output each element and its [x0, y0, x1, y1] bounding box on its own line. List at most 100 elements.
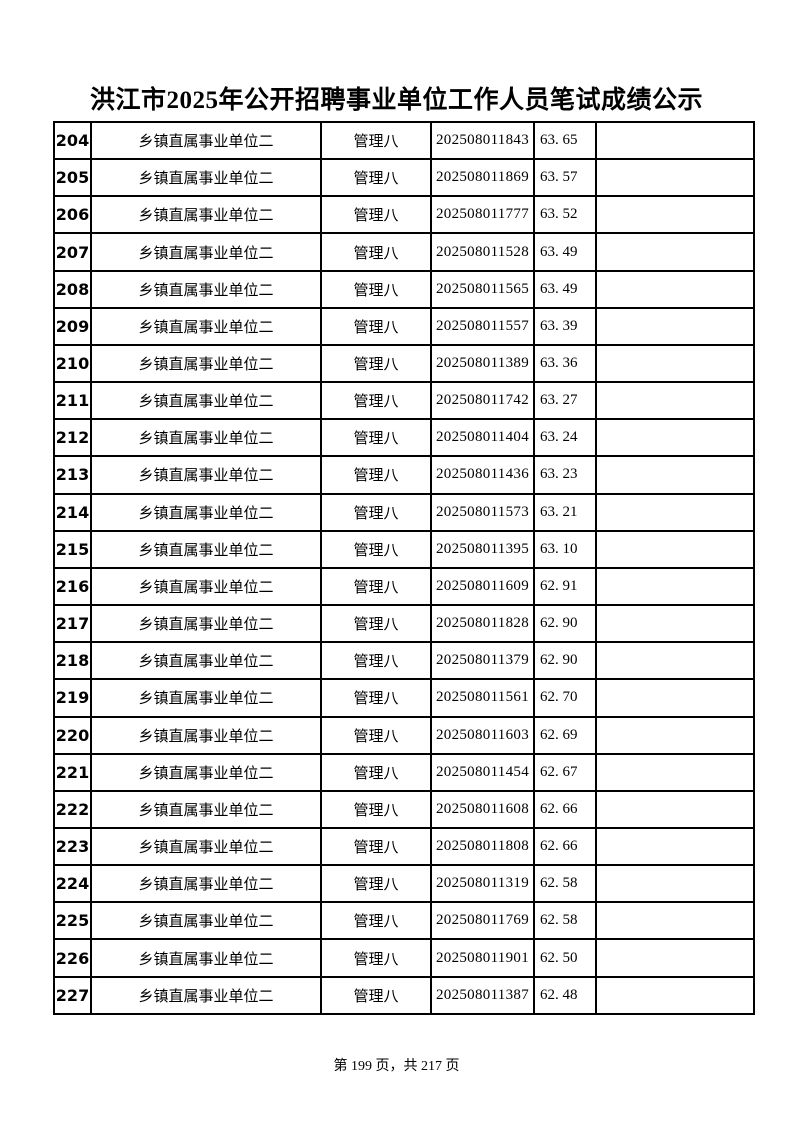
- position-cell: 管理八: [320, 158, 432, 198]
- unit-cell: 乡镇直属事业单位二: [90, 418, 322, 458]
- unit-cell: 乡镇直属事业单位二: [90, 641, 322, 681]
- score-cell: 63. 36: [533, 343, 597, 384]
- row-number-cell: 206: [53, 195, 92, 235]
- candidate-id-cell: 202508011869: [430, 158, 535, 198]
- candidate-id-cell: 202508011742: [430, 381, 535, 421]
- position-cell: 管理八: [320, 641, 432, 681]
- unit-cell: 乡镇直属事业单位二: [90, 901, 322, 941]
- table-row: 206 乡镇直属事业单位二 管理八 202508011777 63. 52: [53, 195, 755, 235]
- unit-cell: 乡镇直属事业单位二: [90, 566, 322, 607]
- table-row: 207 乡镇直属事业单位二 管理八 202508011528 63. 49: [53, 232, 755, 272]
- row-number-cell: 227: [53, 975, 92, 1016]
- row-number-cell: 204: [53, 120, 92, 161]
- score-cell: 62. 58: [533, 901, 597, 941]
- row-number-cell: 216: [53, 566, 92, 607]
- remark-cell: [595, 715, 755, 755]
- position-cell: 管理八: [320, 269, 432, 309]
- row-number-cell: 225: [53, 901, 92, 941]
- table-row: 226 乡镇直属事业单位二 管理八 202508011901 62. 50: [53, 938, 755, 978]
- table-row: 227 乡镇直属事业单位二 管理八 202508011387 62. 48: [53, 975, 755, 1016]
- unit-cell: 乡镇直属事业单位二: [90, 864, 322, 904]
- row-number-cell: 219: [53, 678, 92, 718]
- row-number-cell: 207: [53, 232, 92, 272]
- candidate-id-cell: 202508011389: [430, 343, 535, 384]
- score-cell: 62. 48: [533, 975, 597, 1016]
- unit-cell: 乡镇直属事业单位二: [90, 529, 322, 569]
- candidate-id-cell: 202508011777: [430, 195, 535, 235]
- position-cell: 管理八: [320, 343, 432, 384]
- unit-cell: 乡镇直属事业单位二: [90, 715, 322, 755]
- score-cell: 62. 66: [533, 789, 597, 829]
- unit-cell: 乡镇直属事业单位二: [90, 343, 322, 384]
- remark-cell: [595, 678, 755, 718]
- position-cell: 管理八: [320, 418, 432, 458]
- candidate-id-cell: 202508011603: [430, 715, 535, 755]
- candidate-id-cell: 202508011609: [430, 566, 535, 607]
- position-cell: 管理八: [320, 306, 432, 346]
- remark-cell: [595, 418, 755, 458]
- position-cell: 管理八: [320, 381, 432, 421]
- table-row: 217 乡镇直属事业单位二 管理八 202508011828 62. 90: [53, 604, 755, 644]
- unit-cell: 乡镇直属事业单位二: [90, 158, 322, 198]
- unit-cell: 乡镇直属事业单位二: [90, 195, 322, 235]
- row-number-cell: 224: [53, 864, 92, 904]
- remark-cell: [595, 826, 755, 867]
- table-body: 204 乡镇直属事业单位二 管理八 202508011843 63. 65 20…: [53, 120, 755, 1016]
- score-cell: 62. 91: [533, 566, 597, 607]
- remark-cell: [595, 269, 755, 309]
- table-row: 212 乡镇直属事业单位二 管理八 202508011404 63. 24: [53, 418, 755, 458]
- position-cell: 管理八: [320, 195, 432, 235]
- candidate-id-cell: 202508011557: [430, 306, 535, 346]
- candidate-id-cell: 202508011808: [430, 826, 535, 867]
- page-footer: 第 199 页，共 217 页: [333, 1059, 460, 1074]
- unit-cell: 乡镇直属事业单位二: [90, 826, 322, 867]
- candidate-id-cell: 202508011608: [430, 789, 535, 829]
- row-number-cell: 213: [53, 455, 92, 495]
- score-cell: 63. 65: [533, 120, 597, 161]
- scores-table: 204 乡镇直属事业单位二 管理八 202508011843 63. 65 20…: [53, 120, 755, 1016]
- row-number-cell: 226: [53, 938, 92, 978]
- page-title: 洪江市2025年公开招聘事业单位工作人员笔试成绩公示: [89, 87, 703, 114]
- score-cell: 62. 90: [533, 641, 597, 681]
- remark-cell: [595, 343, 755, 384]
- table-row: 204 乡镇直属事业单位二 管理八 202508011843 63. 65: [53, 120, 755, 161]
- remark-cell: [595, 864, 755, 904]
- remark-cell: [595, 789, 755, 829]
- row-number-cell: 220: [53, 715, 92, 755]
- row-number-cell: 218: [53, 641, 92, 681]
- candidate-id-cell: 202508011387: [430, 975, 535, 1016]
- score-cell: 62. 58: [533, 864, 597, 904]
- position-cell: 管理八: [320, 604, 432, 644]
- score-cell: 63. 49: [533, 232, 597, 272]
- score-cell: 62. 66: [533, 826, 597, 867]
- position-cell: 管理八: [320, 529, 432, 569]
- unit-cell: 乡镇直属事业单位二: [90, 232, 322, 272]
- remark-cell: [595, 381, 755, 421]
- position-cell: 管理八: [320, 938, 432, 978]
- position-cell: 管理八: [320, 752, 432, 792]
- unit-cell: 乡镇直属事业单位二: [90, 938, 322, 978]
- table-row: 216 乡镇直属事业单位二 管理八 202508011609 62. 91: [53, 566, 755, 607]
- candidate-id-cell: 202508011395: [430, 529, 535, 569]
- score-cell: 63. 23: [533, 455, 597, 495]
- table-row: 215 乡镇直属事业单位二 管理八 202508011395 63. 10: [53, 529, 755, 569]
- score-cell: 63. 24: [533, 418, 597, 458]
- score-cell: 63. 49: [533, 269, 597, 309]
- position-cell: 管理八: [320, 826, 432, 867]
- candidate-id-cell: 202508011379: [430, 641, 535, 681]
- candidate-id-cell: 202508011573: [430, 492, 535, 532]
- table-row: 210 乡镇直属事业单位二 管理八 202508011389 63. 36: [53, 343, 755, 384]
- remark-cell: [595, 306, 755, 346]
- candidate-id-cell: 202508011565: [430, 269, 535, 309]
- unit-cell: 乡镇直属事业单位二: [90, 789, 322, 829]
- score-cell: 62. 50: [533, 938, 597, 978]
- table-row: 225 乡镇直属事业单位二 管理八 202508011769 62. 58: [53, 901, 755, 941]
- remark-cell: [595, 641, 755, 681]
- remark-cell: [595, 120, 755, 161]
- unit-cell: 乡镇直属事业单位二: [90, 455, 322, 495]
- table-row: 211 乡镇直属事业单位二 管理八 202508011742 63. 27: [53, 381, 755, 421]
- row-number-cell: 221: [53, 752, 92, 792]
- score-cell: 63. 21: [533, 492, 597, 532]
- table-row: 214 乡镇直属事业单位二 管理八 202508011573 63. 21: [53, 492, 755, 532]
